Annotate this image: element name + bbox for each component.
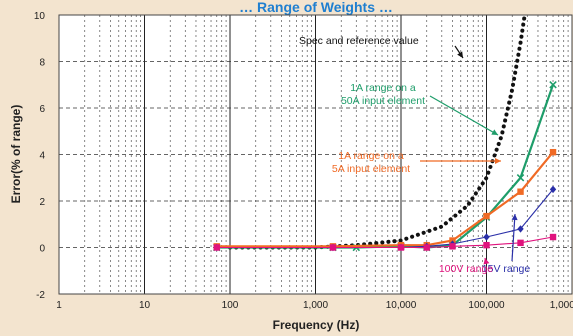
y-axis-title: Error(% of range) bbox=[9, 105, 23, 204]
y-tick-label: -2 bbox=[36, 290, 45, 301]
series-marker bbox=[483, 212, 490, 220]
annotation-arrowhead bbox=[491, 129, 498, 135]
annotation-line: 100V range bbox=[439, 263, 493, 275]
x-tick-label: 10,000 bbox=[386, 300, 417, 311]
series-marker bbox=[549, 148, 557, 156]
annotation-line: 1A range on a bbox=[350, 82, 416, 94]
annotation-label: 15V range bbox=[482, 263, 531, 275]
plot-frame bbox=[58, 14, 573, 295]
annotation-label: 1A range on a 50A input element bbox=[341, 82, 425, 107]
y-tick-label: 6 bbox=[39, 104, 45, 115]
x-tick-label: 10 bbox=[139, 300, 151, 311]
y-tick-label: 2 bbox=[39, 197, 45, 208]
y-tick-label: 4 bbox=[39, 151, 45, 162]
series-marker bbox=[483, 241, 490, 249]
y-tick-label: 10 bbox=[34, 11, 46, 22]
annotation-line: 15V range bbox=[482, 263, 531, 275]
annotation-label: 1A range on a 5A input element bbox=[332, 150, 410, 175]
y-tick-label: 0 bbox=[39, 244, 45, 255]
series-0 bbox=[228, 13, 527, 250]
annotation-arrowhead bbox=[457, 51, 463, 58]
tick-labels: 1 10 100 1,000 10,000 100,000 1,000,000 -2 0 2 4 6 8… bbox=[34, 11, 573, 311]
annotation-line: 50A input element bbox=[341, 95, 425, 107]
series-marker bbox=[517, 188, 524, 195]
x-tick-label: 100 bbox=[222, 300, 239, 311]
series-line bbox=[216, 151, 554, 248]
y-tick-label: 8 bbox=[39, 58, 45, 69]
series-layer bbox=[212, 13, 557, 252]
x-tick-label: 1,000 bbox=[303, 300, 328, 311]
x-axis-title: Frequency (Hz) bbox=[273, 318, 360, 332]
annotation-arrowhead bbox=[495, 158, 501, 164]
series-marker bbox=[423, 244, 430, 251]
series-marker bbox=[517, 225, 524, 233]
annotation-line: 1A range on a bbox=[338, 150, 404, 162]
series-marker bbox=[517, 239, 524, 247]
annotation-label: 100V range bbox=[439, 263, 493, 275]
x-tick-label: 1,000,000 bbox=[550, 300, 573, 311]
annotation-arrow bbox=[429, 95, 499, 136]
series-marker bbox=[329, 244, 337, 251]
annotation-line: 5A input element bbox=[332, 163, 410, 175]
annotation-arrowhead bbox=[483, 258, 490, 265]
annotation-arrowhead bbox=[511, 214, 518, 221]
annotation-arrow bbox=[511, 213, 516, 262]
series-marker bbox=[549, 233, 557, 241]
series-marker bbox=[549, 80, 557, 89]
annotation-label: Spec and reference value bbox=[299, 35, 419, 47]
annotation-line: Spec and reference value bbox=[299, 35, 419, 47]
series-marker bbox=[516, 173, 525, 182]
series-4 bbox=[213, 233, 557, 251]
x-tick-label: 1 bbox=[56, 300, 62, 311]
series-marker bbox=[549, 185, 557, 194]
x-tick-label: 100,000 bbox=[468, 300, 505, 311]
chart-title: … Range of Weights … bbox=[239, 0, 393, 15]
series-line-spec bbox=[228, 13, 527, 250]
series-marker bbox=[483, 233, 490, 241]
series-line bbox=[216, 236, 554, 249]
series-marker bbox=[397, 244, 405, 251]
series-marker bbox=[213, 244, 220, 251]
series-marker bbox=[449, 243, 456, 250]
